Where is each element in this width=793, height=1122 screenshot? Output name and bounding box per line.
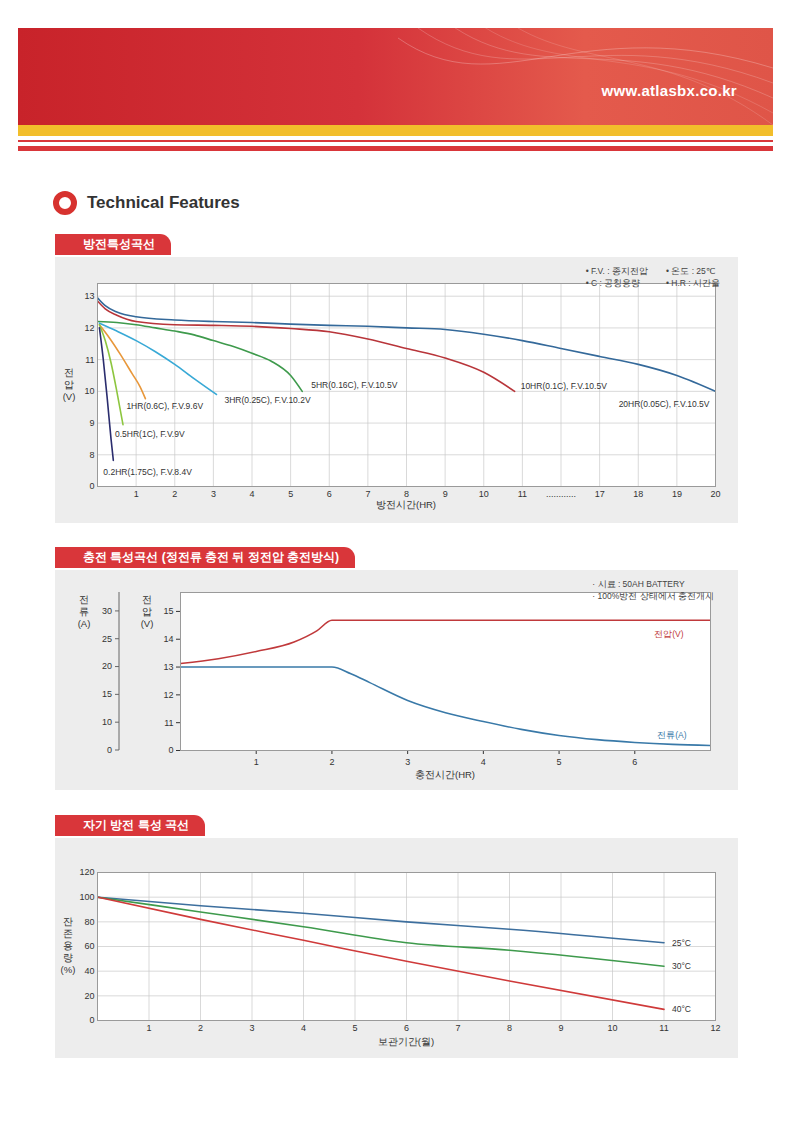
svg-text:30: 30	[102, 606, 112, 616]
svg-text:40: 40	[84, 966, 94, 976]
svg-text:18: 18	[633, 489, 643, 499]
svg-text:19: 19	[672, 489, 682, 499]
html-text:충전 특성곡선 (정전류 충전 뒤 정전압 충전방식): 충전 특성곡선 (정전류 충전 뒤 정전압 충전방식)	[83, 550, 339, 564]
svg-text:1: 1	[146, 1023, 151, 1033]
svg-text:9: 9	[558, 1023, 563, 1033]
svg-text:0: 0	[168, 745, 173, 755]
svg-text:방전시간(HR): 방전시간(HR)	[376, 499, 436, 510]
html-text:자기 방전 특성 곡선: 자기 방전 특성 곡선	[83, 818, 189, 832]
svg-text:10: 10	[102, 717, 112, 727]
svg-text:4: 4	[301, 1023, 306, 1033]
svg-text:5: 5	[352, 1023, 357, 1033]
svg-text:3: 3	[249, 1023, 254, 1033]
svg-text:12: 12	[710, 1023, 720, 1033]
svg-text:15: 15	[163, 606, 173, 616]
svg-text:11: 11	[164, 718, 173, 728]
svg-text:12: 12	[163, 690, 173, 700]
svg-text:3HR(0.25C), F.V.10.2V: 3HR(0.25C), F.V.10.2V	[224, 395, 310, 405]
svg-text:8: 8	[507, 1023, 512, 1033]
svg-text:30°C: 30°C	[672, 961, 691, 971]
svg-text:9: 9	[89, 418, 94, 428]
html-text:Technical Features: Technical Features	[87, 193, 240, 212]
svg-text:전류(A): 전류(A)	[78, 594, 91, 629]
svg-text:25°C: 25°C	[672, 938, 691, 948]
svg-text:0.5HR(1C), F.V.9V: 0.5HR(1C), F.V.9V	[115, 429, 185, 439]
svg-text:2: 2	[172, 489, 177, 499]
svg-text:25: 25	[102, 634, 112, 644]
svg-text:보관기간(월): 보관기간(월)	[378, 1036, 434, 1047]
svg-text:전압(V): 전압(V)	[63, 367, 76, 402]
svg-text:11: 11	[659, 1023, 668, 1033]
svg-text:0: 0	[89, 481, 94, 491]
svg-text:20HR(0.05C), F.V.10.5V: 20HR(0.05C), F.V.10.5V	[619, 399, 710, 409]
svg-text:60: 60	[84, 941, 94, 951]
html-text:• C : 공칭용량: • C : 공칭용량	[585, 278, 641, 288]
svg-text:3: 3	[211, 489, 216, 499]
svg-text:5HR(0.16C), F.V.10.5V: 5HR(0.16C), F.V.10.5V	[311, 380, 397, 390]
svg-text:1HR(0.6C), F.V.9.6V: 1HR(0.6C), F.V.9.6V	[126, 401, 203, 411]
svg-text:2: 2	[198, 1023, 203, 1033]
svg-text:4: 4	[249, 489, 254, 499]
svg-text:80: 80	[84, 917, 94, 927]
svg-text:3: 3	[405, 757, 410, 767]
html-text:• H.R : 시간율: • H.R : 시간율	[665, 278, 720, 288]
svg-text:0: 0	[89, 1015, 94, 1025]
svg-text:2: 2	[329, 757, 334, 767]
svg-text:충전시간(HR): 충전시간(HR)	[415, 769, 475, 780]
svg-text:전류(A): 전류(A)	[657, 730, 687, 740]
svg-text:10HR(0.1C), F.V.10.5V: 10HR(0.1C), F.V.10.5V	[521, 381, 607, 391]
svg-text:15: 15	[102, 689, 112, 699]
html-text:www.atlasbx.co.kr: www.atlasbx.co.kr	[601, 82, 737, 99]
svg-text:13: 13	[163, 662, 173, 672]
svg-text:전압(V): 전압(V)	[141, 594, 154, 629]
html-text:· 100%방전 상태에서 충전개시: · 100%방전 상태에서 충전개시	[592, 591, 714, 601]
svg-text:8: 8	[404, 489, 409, 499]
svg-text:1: 1	[134, 489, 139, 499]
svg-text:120: 120	[79, 867, 94, 877]
svg-text:4: 4	[481, 757, 486, 767]
svg-text:5: 5	[557, 757, 562, 767]
svg-text:0: 0	[107, 745, 112, 755]
html-text:• F.V. : 종지전압: • F.V. : 종지전압	[585, 266, 648, 276]
svg-text:6: 6	[327, 489, 332, 499]
svg-text:6: 6	[404, 1023, 409, 1033]
svg-text:잔존용량(%): 잔존용량(%)	[61, 916, 76, 975]
svg-text:40°C: 40°C	[672, 1004, 691, 1014]
svg-text:14: 14	[163, 634, 173, 644]
svg-text:7: 7	[455, 1023, 460, 1033]
html-text:• 온도 : 25℃: • 온도 : 25℃	[665, 266, 716, 276]
svg-text:5: 5	[288, 489, 293, 499]
svg-text:20: 20	[84, 991, 94, 1001]
html-text:방전특성곡선: 방전특성곡선	[83, 237, 155, 251]
svg-text:9: 9	[443, 489, 448, 499]
html-text:· 시료 : 50AH BATTERY: · 시료 : 50AH BATTERY	[592, 579, 685, 589]
svg-text:10: 10	[607, 1023, 617, 1033]
svg-text:20: 20	[710, 489, 720, 499]
svg-text:100: 100	[79, 892, 94, 902]
svg-text:6: 6	[632, 757, 637, 767]
svg-text:20: 20	[102, 661, 112, 671]
svg-text:13: 13	[84, 291, 94, 301]
svg-text:............: ............	[546, 489, 576, 499]
svg-text:1: 1	[254, 757, 259, 767]
svg-text:11: 11	[518, 489, 527, 499]
svg-text:10: 10	[479, 489, 489, 499]
svg-text:10: 10	[84, 386, 94, 396]
svg-text:17: 17	[595, 489, 605, 499]
svg-text:0.2HR(1.75C), F.V.8.4V: 0.2HR(1.75C), F.V.8.4V	[103, 467, 192, 477]
svg-text:7: 7	[365, 489, 370, 499]
svg-text:전압(V): 전압(V)	[654, 629, 684, 639]
svg-text:8: 8	[89, 450, 94, 460]
svg-text:12: 12	[84, 323, 94, 333]
svg-text:11: 11	[85, 355, 94, 365]
